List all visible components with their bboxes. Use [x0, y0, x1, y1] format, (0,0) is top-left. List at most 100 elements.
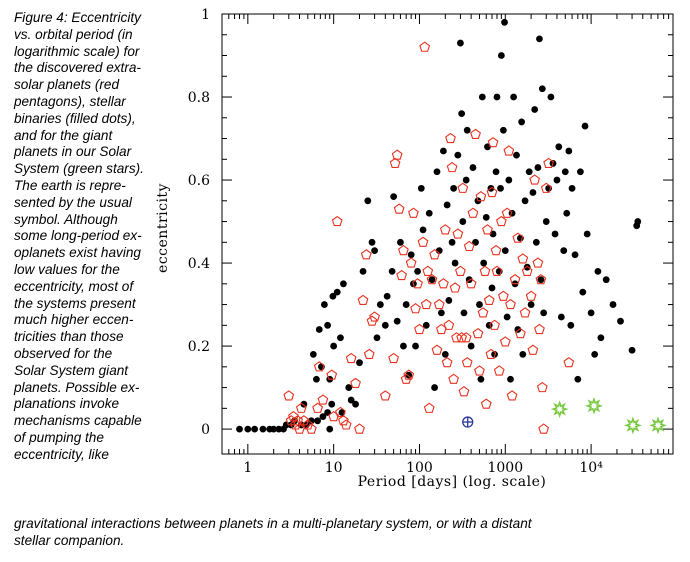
caption-line: planets in our Solar — [14, 144, 132, 160]
binary-star-point — [459, 218, 467, 225]
exoplanet-point — [412, 278, 423, 289]
exoplanet-point — [534, 323, 545, 335]
exoplanet-point — [483, 294, 495, 306]
exoplanet-point — [536, 381, 548, 393]
exoplanet-point — [501, 207, 513, 218]
exoplanet-point — [422, 265, 434, 276]
y-tick-label: 0.2 — [188, 339, 210, 355]
exoplanet-point — [446, 161, 458, 173]
caption-line: gravitational interactions between plane… — [14, 516, 532, 531]
caption-line: Solar System giant — [14, 362, 129, 378]
caption-line: mechanisms capable — [14, 413, 142, 429]
exoplanet-point — [543, 157, 555, 169]
binary-star-point — [493, 93, 501, 101]
exoplanet-point — [388, 352, 400, 364]
exoplanet-point — [490, 244, 502, 256]
binary-star-point — [497, 52, 505, 59]
exoplanet-point — [426, 273, 438, 285]
binary-star-point — [587, 309, 595, 317]
figure-caption-side: Figure 4: Eccentricity vs. orbital period… — [14, 10, 176, 464]
binary-star-point — [581, 122, 589, 130]
binary-star-point — [534, 164, 542, 171]
exoplanet-point — [410, 303, 421, 314]
exoplanet-point — [499, 336, 511, 347]
binary-star-point — [236, 425, 243, 433]
binary-star-point — [439, 147, 447, 155]
exoplanet-point — [417, 236, 429, 247]
y-tick-label: 1 — [201, 7, 210, 23]
solar-system-planet-point — [623, 416, 642, 435]
x-tick-label: 10⁴ — [579, 460, 603, 476]
exoplanet-point — [479, 265, 491, 276]
exoplanet-point — [480, 398, 492, 409]
caption-line: Figure 4: Eccentricity — [14, 10, 141, 25]
exoplanet-point — [506, 390, 518, 401]
y-axis: 0 0.2 0.4 0.6 0.8 1 — [188, 7, 673, 438]
binary-star-point — [565, 147, 573, 155]
exoplanet-point — [414, 323, 425, 335]
caption-line: and for the giant — [14, 127, 113, 143]
exoplanet-point — [487, 137, 499, 148]
solar-system-planet-point — [649, 416, 667, 435]
binary-star-point — [457, 39, 464, 47]
binary-star-point — [557, 313, 565, 321]
exoplanet-point — [305, 423, 317, 434]
binary-star-point — [594, 267, 602, 275]
binary-star-point — [393, 317, 401, 325]
exoplanet-point — [527, 344, 539, 355]
exoplanet-point — [350, 377, 361, 389]
binary-star-point — [390, 193, 398, 201]
caption-line: of pumping the — [14, 429, 104, 445]
x-tick-label: 10 — [325, 460, 343, 476]
exoplanet-point — [396, 269, 408, 281]
exoplanet-point — [474, 365, 485, 376]
x-axis-label: Period [days] (log. scale) — [358, 474, 547, 490]
caption-line: the systems present — [14, 295, 136, 311]
exoplanet-point — [441, 357, 453, 368]
exoplanet-point — [419, 41, 431, 52]
exoplanet-point — [345, 352, 357, 364]
binary-star-point — [480, 259, 488, 267]
exoplanet-point — [486, 186, 498, 198]
binary-star-point — [476, 301, 483, 308]
binary-star-point — [445, 297, 453, 304]
exoplanet-point — [357, 294, 369, 306]
caption-line: eccentricity, most of — [14, 278, 134, 294]
exoplanet-point — [460, 332, 472, 343]
exoplanet-point — [443, 319, 455, 330]
exoplanet-point — [563, 357, 575, 368]
exoplanet-point — [485, 348, 497, 359]
binary-star-point — [467, 342, 475, 350]
binary-star-point — [441, 350, 449, 358]
exoplanet-point — [400, 373, 412, 384]
binary-star-point — [270, 425, 278, 433]
exoplanet-point — [445, 132, 456, 144]
caption-line: oplanets exist having — [14, 245, 141, 261]
exoplanet-point — [338, 415, 349, 426]
binary-star-point — [330, 342, 338, 350]
binary-star-point — [561, 168, 569, 176]
exoplanet-point — [493, 365, 505, 376]
binary-star-point — [400, 342, 407, 350]
y-tick-label: 0.4 — [188, 256, 210, 272]
x-tick-label: 1 — [243, 460, 252, 476]
binary-star-point — [371, 247, 378, 255]
exoplanet-point — [475, 190, 487, 202]
binary-star-point — [478, 93, 486, 101]
exoplanet-point — [439, 224, 451, 235]
exoplanet-point — [477, 307, 489, 318]
binary-star-point — [307, 417, 315, 425]
binary-star-point — [560, 247, 568, 255]
exoplanet-point — [455, 265, 466, 276]
exoplanet-point — [433, 298, 445, 310]
exoplanet-point — [525, 290, 537, 301]
exoplanet-point — [505, 298, 516, 310]
binary-star-point — [576, 168, 584, 176]
exoplanet-point — [521, 265, 533, 276]
exoplanet-point — [467, 207, 479, 218]
exoplanet-point — [317, 394, 329, 405]
binary-star-point — [315, 326, 323, 333]
exoplanet-point — [458, 386, 470, 397]
caption-line: tricities than those — [14, 329, 124, 345]
binary-star-point — [579, 288, 587, 296]
